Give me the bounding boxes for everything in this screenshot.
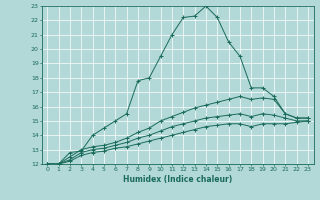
X-axis label: Humidex (Indice chaleur): Humidex (Indice chaleur) — [123, 175, 232, 184]
